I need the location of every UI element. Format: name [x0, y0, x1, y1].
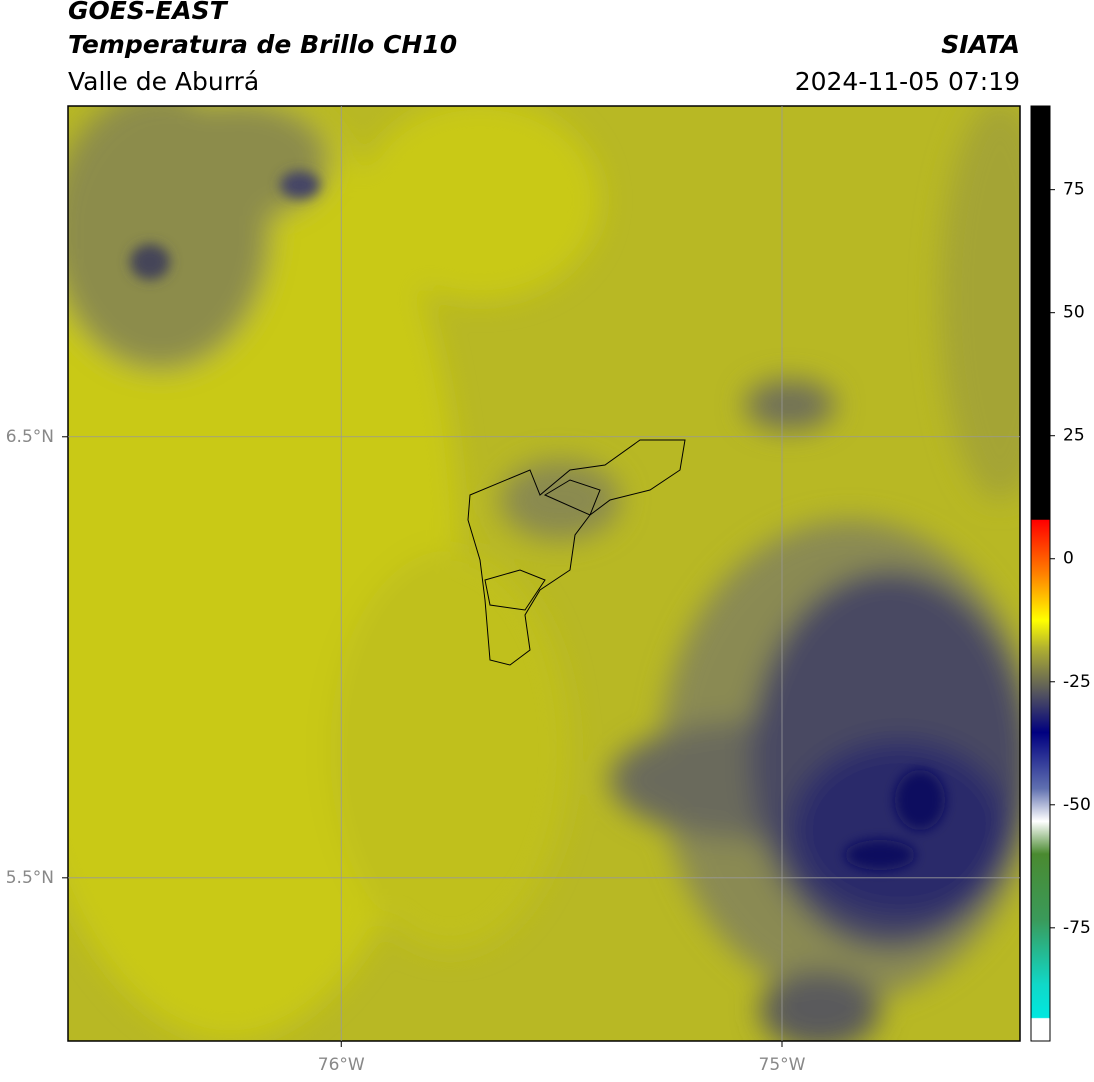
colorbar — [1030, 105, 1051, 1042]
map-field — [68, 106, 1020, 1041]
map-frame — [67, 105, 1021, 1042]
colorbar-tick-label: 0 — [1063, 549, 1074, 569]
region: Valle de Aburrá — [68, 67, 259, 96]
municipal-boundaries — [467, 439, 686, 666]
source: SIATA — [941, 30, 1020, 59]
datetime: 2024-11-05 07:19 — [795, 67, 1020, 96]
lat-tick-label: 5.5°N — [6, 868, 54, 888]
colorbar-tick-label: 75 — [1063, 180, 1085, 200]
colorbar-tick-label: -75 — [1063, 918, 1091, 938]
subtitle: Temperatura de Brillo CH10 — [68, 30, 457, 59]
colorbar-tick-label: 50 — [1063, 303, 1085, 323]
lat-tick-label: 6.5°N — [6, 427, 54, 447]
colorbar-tick-label: -50 — [1063, 795, 1091, 815]
lon-tick-label: 75°W — [759, 1055, 806, 1075]
title: GOES-EAST — [68, 0, 229, 25]
colorbar-tick-label: -25 — [1063, 672, 1091, 692]
lon-tick-label: 76°W — [318, 1055, 365, 1075]
colorbar-tick-label: 25 — [1063, 426, 1085, 446]
